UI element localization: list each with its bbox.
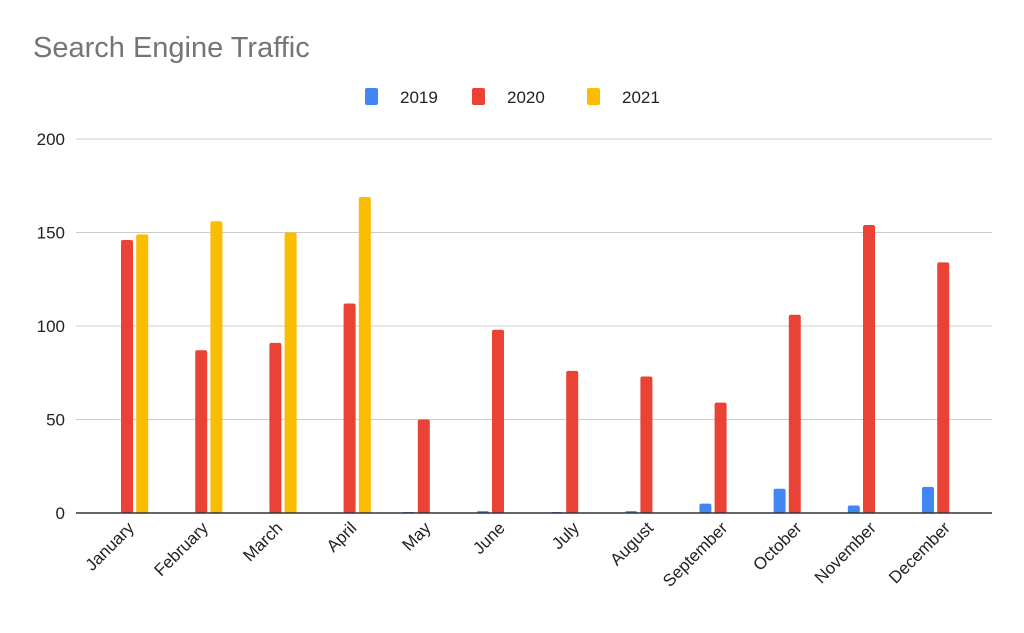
bar-2021-march (284, 232, 297, 513)
bar-2019-september (699, 503, 712, 513)
bar-2019-december (922, 486, 934, 513)
bar-2019-november (847, 505, 860, 513)
y-tick-label: 0 (56, 504, 65, 523)
x-tick-label: March (239, 518, 286, 565)
bar-2019-october (773, 488, 786, 513)
bar-2020-november (863, 225, 875, 513)
bar-2020-september (714, 402, 727, 513)
gridlines (76, 138, 992, 420)
bar-2020-march (269, 342, 282, 513)
bar-2020-july (566, 370, 579, 513)
legend-item-2020[interactable]: 2020 (472, 88, 545, 107)
x-tick-label: May (398, 518, 434, 554)
bar-2021-january (136, 234, 149, 513)
x-tick-label: January (82, 518, 139, 575)
y-tick-label: 100 (37, 317, 65, 336)
bar-2020-may (417, 419, 430, 513)
x-tick-label: February (150, 518, 212, 580)
bar-2020-october (788, 314, 801, 513)
legend-swatch (365, 88, 378, 105)
x-tick-label: April (323, 518, 360, 555)
y-axis-ticks: 0 50 100 150 200 (37, 130, 65, 523)
y-tick-label: 50 (46, 411, 65, 430)
bar-2021-april (358, 196, 371, 513)
bar-2020-december (937, 262, 950, 513)
x-tick-label: September (659, 518, 731, 590)
legend-item-2019[interactable]: 2019 (365, 88, 438, 107)
y-tick-label: 200 (37, 130, 65, 149)
legend-swatch (587, 88, 600, 105)
legend-label: 2020 (507, 88, 545, 107)
bar-2020-january (121, 239, 133, 514)
legend-label: 2021 (622, 88, 660, 107)
legend: 2019 2020 2021 (365, 88, 660, 107)
x-axis-labels: January February March April May June July Augu… (82, 518, 955, 591)
x-tick-label: July (548, 518, 583, 553)
x-tick-label: October (749, 518, 805, 574)
chart-title: Search Engine Traffic (33, 32, 310, 64)
y-tick-label: 150 (37, 224, 65, 243)
bar-2020-august (640, 376, 653, 513)
legend-item-2021[interactable]: 2021 (587, 88, 660, 107)
legend-swatch (472, 88, 485, 105)
x-tick-label: August (606, 518, 657, 569)
bar-2021-february (210, 221, 223, 513)
legend-label: 2019 (400, 88, 438, 107)
bars (121, 196, 950, 514)
x-tick-label: June (469, 518, 509, 558)
x-tick-label: November (811, 518, 880, 587)
bar-2020-february (195, 350, 208, 513)
x-tick-label: December (885, 518, 954, 587)
bar-2020-april (343, 303, 356, 513)
bar-2020-june (492, 329, 504, 513)
